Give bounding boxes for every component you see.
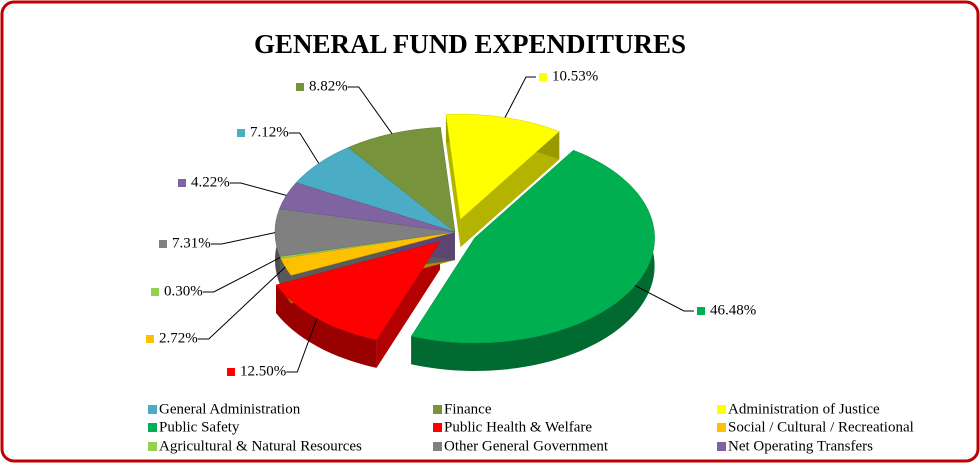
data-label-swatch	[539, 73, 547, 81]
data-label-swatch	[227, 368, 235, 376]
legend-swatch	[148, 423, 157, 432]
data-label: 7.12%	[250, 124, 289, 140]
data-label: 7.31%	[172, 235, 211, 251]
data-label-swatch	[151, 288, 159, 296]
legend-label: Administration of Justice	[728, 401, 880, 417]
data-label-swatch	[178, 179, 186, 187]
leader-line	[347, 86, 393, 134]
slice-side	[445, 114, 461, 248]
leader-line	[288, 132, 320, 164]
data-label: 46.48%	[710, 302, 756, 318]
data-label: 4.22%	[191, 174, 230, 190]
leader-line	[210, 232, 276, 245]
legend-label: Public Safety	[159, 419, 240, 435]
legend-label: Public Health & Welfare	[444, 419, 592, 435]
slice-tops	[274, 113, 655, 344]
legend-label: Net Operating Transfers	[728, 438, 873, 454]
legend-swatch	[433, 405, 442, 414]
legend-label: Social / Cultural / Recreational	[728, 419, 914, 435]
leader-line	[202, 257, 281, 293]
slice	[275, 241, 441, 341]
leader-line	[286, 318, 318, 373]
legend-label: Other General Government	[444, 438, 609, 454]
leader-line	[504, 76, 536, 118]
slice	[347, 127, 456, 233]
leader-line	[229, 182, 287, 196]
legend-swatch	[148, 442, 157, 451]
legend-swatch	[717, 442, 726, 451]
data-label-swatch	[146, 335, 154, 343]
legend-swatch	[433, 423, 442, 432]
slice-wall	[411, 150, 655, 371]
slice	[410, 149, 655, 344]
legend-swatch	[433, 442, 442, 451]
data-label-swatch	[296, 83, 304, 91]
data-label: 12.50%	[240, 363, 286, 379]
chart-title: GENERAL FUND EXPENDITURES	[254, 29, 686, 59]
leader-line	[197, 266, 286, 340]
leader-line	[634, 285, 694, 312]
slice	[445, 113, 560, 220]
legend-swatch	[148, 405, 157, 414]
legend-swatch	[717, 423, 726, 432]
legend-swatch	[717, 405, 726, 414]
data-label-swatch	[237, 129, 245, 137]
data-label: 0.30%	[164, 283, 203, 299]
legend-label: General Administration	[159, 401, 301, 417]
data-label: 8.82%	[309, 78, 348, 94]
slice-wall	[276, 284, 377, 368]
legend-label: Finance	[444, 401, 492, 417]
slice	[279, 182, 456, 233]
data-label-swatch	[159, 240, 167, 248]
slice-side	[460, 131, 560, 248]
data-label-swatch	[697, 307, 705, 315]
legend-label: Agricultural & Natural Resources	[159, 438, 362, 454]
data-label: 10.53%	[552, 68, 598, 84]
data-label: 2.72%	[159, 330, 198, 346]
